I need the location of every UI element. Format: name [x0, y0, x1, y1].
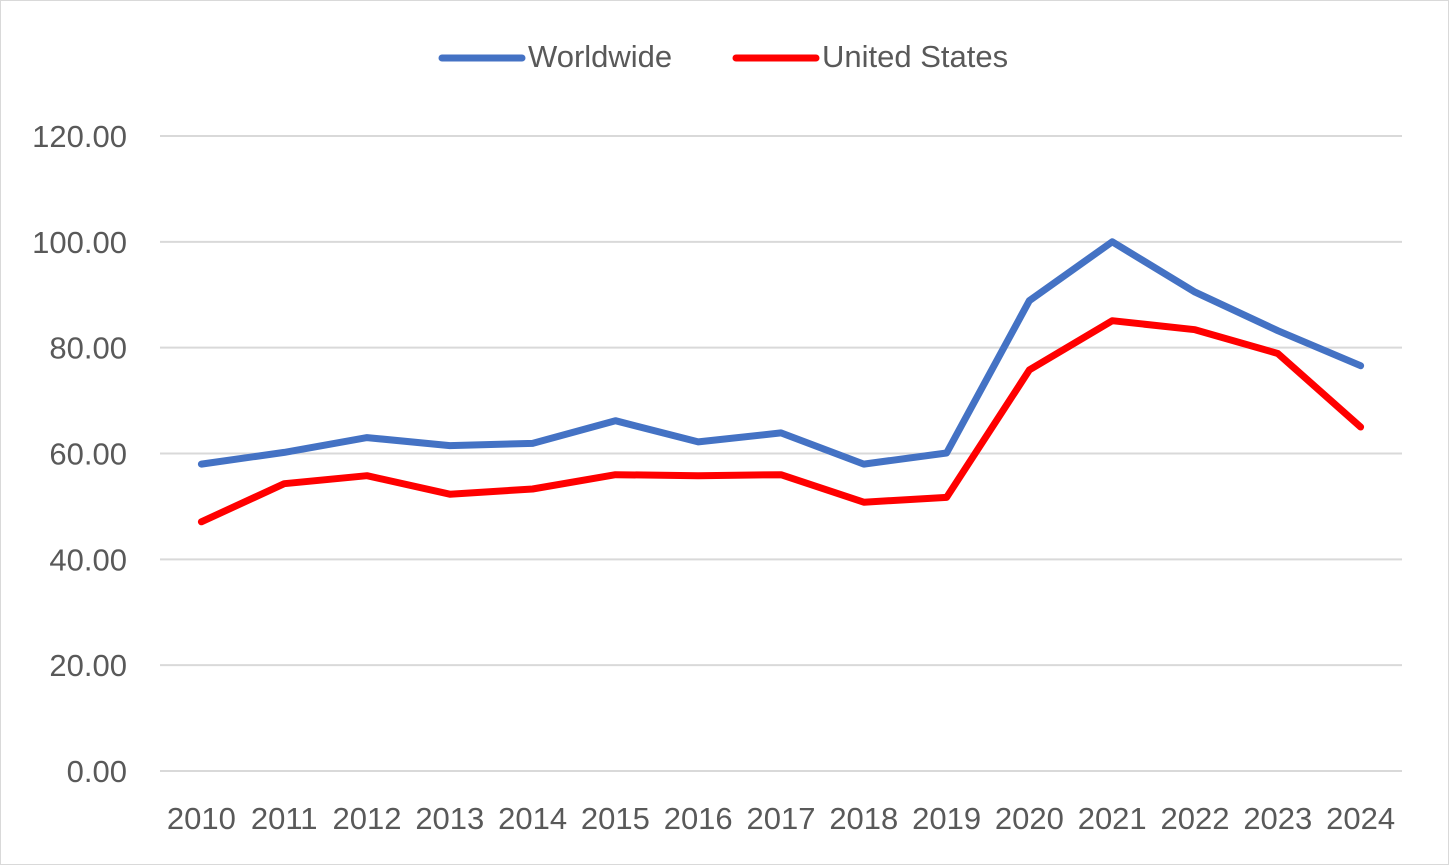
x-tick-label: 2016: [664, 801, 733, 836]
y-tick-label: 120.00: [32, 119, 127, 154]
legend-item-worldwide: Worldwide: [438, 39, 672, 74]
x-tick-label: 2018: [829, 801, 898, 836]
x-tick-label: 2014: [498, 801, 567, 836]
x-tick-label: 2012: [333, 801, 402, 836]
x-tick-label: 2010: [167, 801, 236, 836]
x-tick-label: 2013: [415, 801, 484, 836]
series-line-worldwide: [197, 238, 1365, 468]
x-tick-label: 2019: [912, 801, 981, 836]
y-tick-label: 80.00: [49, 331, 127, 366]
x-tick-label: 2020: [995, 801, 1064, 836]
legend: Worldwide United States: [438, 39, 1008, 74]
y-tick-label: 60.00: [49, 437, 127, 472]
plot-area: [197, 238, 1365, 526]
x-tick-label: 2023: [1243, 801, 1312, 836]
y-tick-label: 0.00: [67, 754, 127, 789]
x-tick-label: 2017: [747, 801, 816, 836]
x-axis: 2010 2011 2012 2013 2014 2015 2016 2017 2018 2019…: [167, 801, 1395, 836]
x-tick-label: 2021: [1078, 801, 1147, 836]
gridlines: [160, 135, 1402, 772]
y-tick-label: 40.00: [49, 542, 127, 577]
y-tick-label: 100.00: [32, 225, 127, 260]
x-tick-label: 2022: [1161, 801, 1230, 836]
x-tick-label: 2011: [251, 801, 318, 836]
legend-label-worldwide: Worldwide: [528, 39, 672, 74]
legend-label-united-states: United States: [822, 39, 1008, 74]
y-tick-label: 20.00: [49, 648, 127, 683]
legend-item-united-states: United States: [732, 39, 1008, 74]
series-line-united-states: [197, 317, 1365, 526]
x-tick-label: 2015: [581, 801, 650, 836]
y-axis: 0.00 20.00 40.00 60.00 80.00 100.00 120.00: [32, 119, 127, 789]
x-tick-label: 2024: [1326, 801, 1395, 836]
